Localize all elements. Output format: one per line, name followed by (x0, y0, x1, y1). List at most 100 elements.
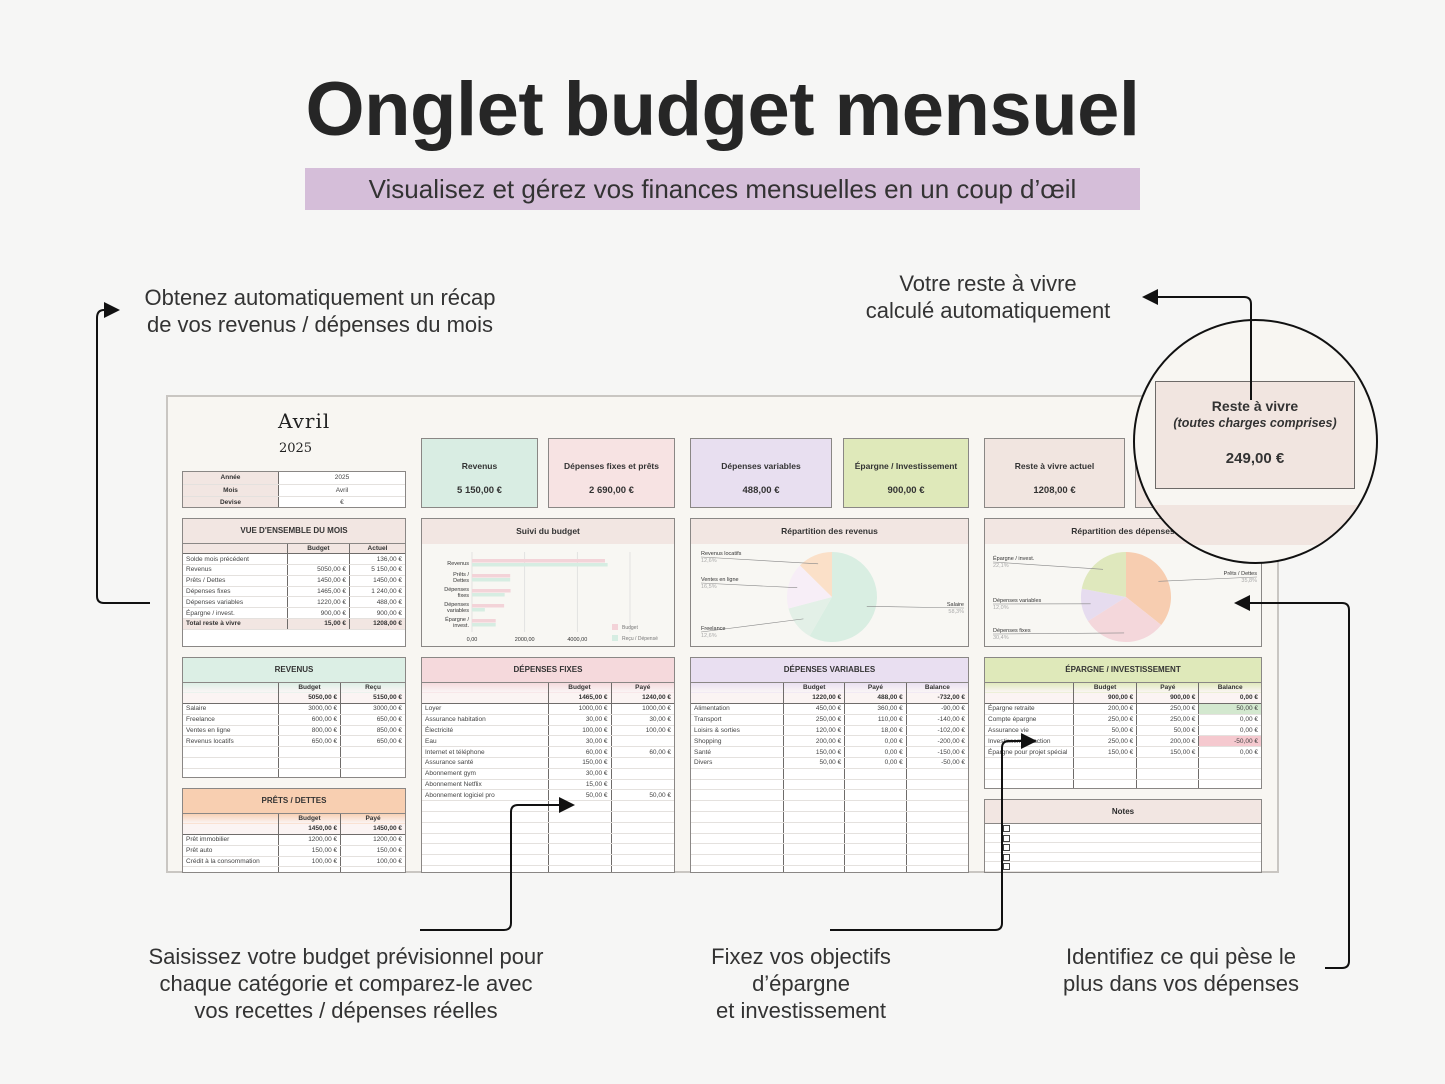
cell-value[interactable]: 0,00 € (844, 735, 907, 748)
cell-value[interactable]: 50,00 € (1198, 703, 1261, 715)
empty-cell[interactable] (783, 822, 846, 834)
cell-value[interactable]: 250,00 € (1136, 703, 1200, 715)
cell-value[interactable]: 1000,00 € (548, 703, 612, 715)
cell-value[interactable]: 100,00 € (548, 725, 612, 737)
empty-cell[interactable] (844, 865, 907, 872)
empty-cell[interactable] (1073, 768, 1138, 780)
cell-value[interactable]: 150,00 € (1073, 746, 1138, 759)
cell-value[interactable]: 18,00 € (844, 725, 907, 737)
empty-cell[interactable] (548, 833, 612, 845)
cell-value[interactable] (611, 768, 674, 780)
cell-value[interactable]: 150,00 € (340, 845, 405, 857)
empty-cell[interactable] (1198, 768, 1261, 780)
cell-value[interactable]: 3000,00 € (340, 703, 405, 715)
empty-cell[interactable] (906, 789, 968, 802)
cell-value[interactable]: 100,00 € (611, 725, 674, 737)
empty-cell[interactable] (783, 854, 846, 867)
cell-value[interactable]: 30,00 € (611, 714, 674, 726)
cell-value[interactable]: 150,00 € (278, 845, 342, 857)
checkbox[interactable] (1003, 844, 1010, 851)
empty-cell[interactable] (906, 854, 968, 867)
cell-value[interactable] (611, 757, 674, 769)
empty-cell[interactable] (183, 757, 279, 769)
cell-value[interactable]: -90,00 € (906, 703, 968, 715)
cell-value[interactable]: 1450,00 € (349, 575, 405, 587)
empty-cell[interactable] (783, 800, 846, 813)
cell-value[interactable]: 1200,00 € (278, 834, 342, 846)
empty-cell[interactable] (340, 757, 405, 769)
empty-cell[interactable] (985, 768, 1074, 780)
setting-value[interactable]: Avril (278, 484, 405, 497)
cell-value[interactable]: 450,00 € (783, 703, 846, 715)
empty-cell[interactable] (906, 779, 968, 791)
empty-cell[interactable] (278, 866, 342, 872)
cell-value[interactable]: 3000,00 € (278, 703, 342, 715)
empty-cell[interactable] (906, 833, 968, 845)
cell-value[interactable]: 120,00 € (783, 725, 846, 737)
cell-value[interactable]: 800,00 € (278, 725, 342, 737)
empty-cell[interactable] (1073, 779, 1138, 788)
setting-value[interactable]: 2025 (278, 472, 405, 485)
empty-cell[interactable] (844, 800, 907, 813)
cell-value[interactable]: 0,00 € (1198, 725, 1261, 737)
empty-cell[interactable] (985, 779, 1074, 788)
cell-value[interactable]: -50,00 € (1198, 735, 1261, 748)
cell-value[interactable]: 30,00 € (548, 714, 612, 726)
empty-cell[interactable] (906, 768, 968, 780)
checkbox[interactable] (1003, 863, 1010, 870)
empty-cell[interactable] (985, 757, 1074, 769)
cell-value[interactable] (611, 735, 674, 748)
cell-value[interactable]: 30,00 € (548, 768, 612, 780)
empty-cell[interactable] (548, 854, 612, 867)
cell-value[interactable]: 110,00 € (844, 714, 907, 726)
empty-cell[interactable] (691, 779, 785, 791)
empty-cell[interactable] (906, 822, 968, 834)
empty-cell[interactable] (844, 768, 907, 780)
empty-cell[interactable] (278, 746, 342, 759)
cell-value[interactable]: 0,00 € (844, 746, 907, 759)
empty-cell[interactable] (691, 822, 785, 834)
empty-cell[interactable] (691, 789, 785, 802)
cell-value[interactable]: 150,00 € (783, 746, 846, 759)
empty-cell[interactable] (844, 854, 907, 867)
empty-cell[interactable] (422, 865, 549, 872)
cell-value[interactable]: 850,00 € (340, 725, 405, 737)
empty-cell[interactable] (1136, 779, 1200, 788)
empty-cell[interactable] (1136, 768, 1200, 780)
empty-cell[interactable] (611, 843, 674, 856)
cell-value[interactable]: -50,00 € (906, 757, 968, 769)
empty-cell[interactable] (422, 854, 549, 867)
empty-cell[interactable] (340, 746, 405, 759)
cell-value[interactable] (287, 553, 350, 566)
empty-cell[interactable] (691, 833, 785, 845)
cell-value[interactable]: 650,00 € (340, 714, 405, 726)
cell-value[interactable]: 1465,00 € (287, 586, 350, 598)
cell-value[interactable]: 1 240,00 € (349, 586, 405, 598)
empty-cell[interactable] (183, 768, 279, 777)
empty-cell[interactable] (278, 757, 342, 769)
empty-cell[interactable] (548, 843, 612, 856)
cell-value[interactable] (611, 779, 674, 791)
cell-value[interactable]: 1220,00 € (287, 596, 350, 609)
empty-cell[interactable] (183, 746, 279, 759)
empty-cell[interactable] (844, 811, 907, 823)
cell-value[interactable]: 600,00 € (278, 714, 342, 726)
cell-value[interactable]: 250,00 € (1073, 714, 1138, 726)
cell-value[interactable]: 250,00 € (1136, 714, 1200, 726)
empty-cell[interactable] (691, 865, 785, 872)
cell-value[interactable]: 15,00 € (548, 779, 612, 791)
cell-value[interactable]: 50,00 € (548, 789, 612, 802)
cell-value[interactable]: 60,00 € (611, 746, 674, 759)
empty-cell[interactable] (906, 800, 968, 813)
empty-cell[interactable] (1198, 757, 1261, 769)
empty-cell[interactable] (906, 843, 968, 856)
setting-value[interactable]: € (278, 496, 405, 507)
empty-cell[interactable] (548, 822, 612, 834)
empty-cell[interactable] (278, 768, 342, 777)
empty-cell[interactable] (611, 800, 674, 813)
empty-cell[interactable] (691, 843, 785, 856)
empty-cell[interactable] (844, 789, 907, 802)
empty-cell[interactable] (783, 811, 846, 823)
cell-value[interactable]: 200,00 € (783, 735, 846, 748)
cell-value[interactable]: 5 150,00 € (349, 564, 405, 576)
